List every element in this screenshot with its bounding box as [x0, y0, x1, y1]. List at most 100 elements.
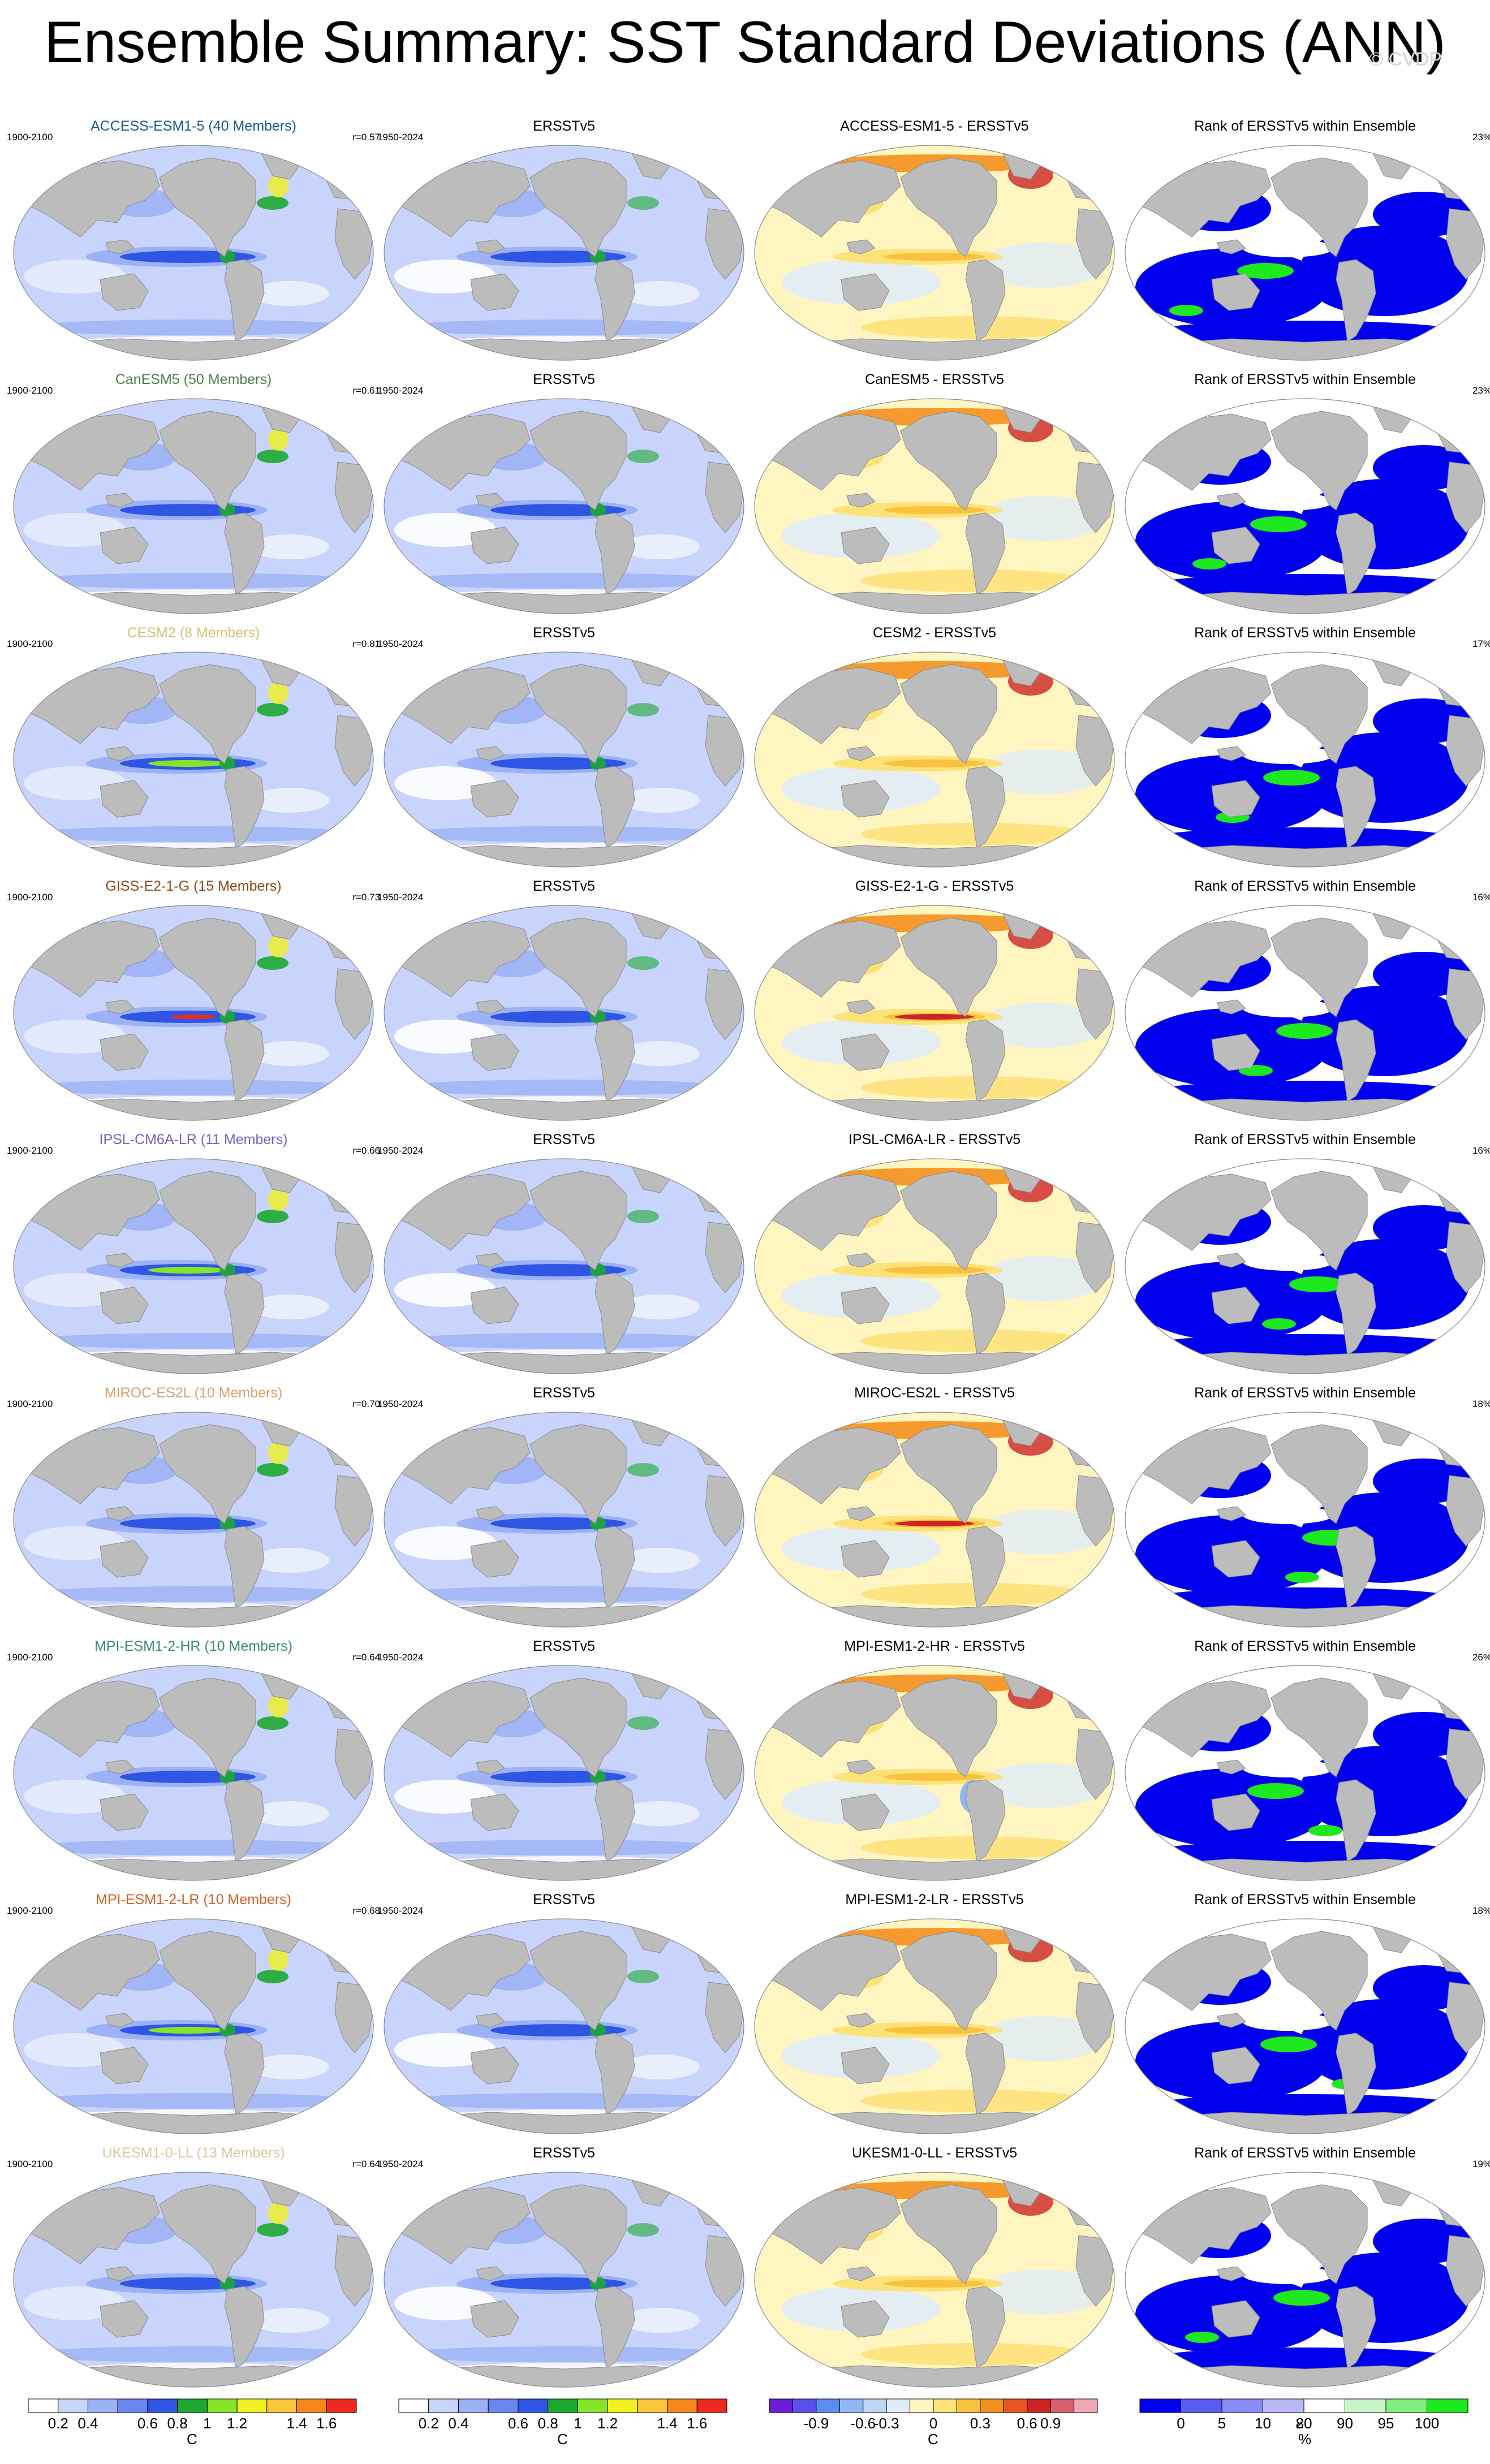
robinson-map	[1118, 1661, 1490, 1885]
robinson-map	[1118, 2168, 1490, 2392]
colorbar-box	[696, 2398, 727, 2413]
panel-title: MIROC-ES2L - ERSSTv5	[854, 1385, 1015, 1401]
pattern-correlation-label: r=0.64	[352, 1652, 380, 1663]
period-label: 1900-2100	[7, 638, 53, 649]
colorbar-tick-label: 0.9	[1040, 2415, 1061, 2432]
period-label: 1950-2024	[377, 132, 424, 143]
map-rank-svg	[1125, 651, 1485, 868]
colorbar-tick-label: 0	[1177, 2415, 1185, 2432]
map-rank-svg	[1125, 1412, 1485, 1628]
map-model-svg	[13, 651, 374, 868]
map-rank-svg	[1125, 1918, 1485, 2134]
map-diff-svg	[754, 1918, 1115, 2134]
rank-percent-label: 26%	[1472, 1652, 1490, 1663]
map-panel-diff: CESM2 - ERSSTv5	[748, 623, 1121, 876]
map-obs-svg	[384, 1412, 744, 1628]
panel-row: MPI-ESM1-2-LR (10 Members) 1900-2100 r=0.6…	[0, 1889, 1490, 2143]
panel-title: Rank of ERSSTv5 within Ensemble	[1194, 878, 1416, 894]
colorbar-box	[1263, 2398, 1304, 2413]
colorbar-box	[28, 2398, 59, 2413]
panel-row: MPI-ESM1-2-HR (10 Members) 1900-2100 r=0.6…	[0, 1636, 1490, 1889]
colorbar: 0.2 0.4 0.6 0.8 1 1.2 1.4 1.6 C	[396, 2398, 735, 2449]
rank-percent-label: 23%	[1472, 132, 1490, 143]
map-panel-obs: ERSSTv5 1950-2024	[377, 1889, 751, 2143]
colorbar-tick-label: 1.2	[597, 2415, 618, 2432]
map-model-svg	[13, 2172, 374, 2388]
panel-title: Rank of ERSSTv5 within Ensemble	[1194, 625, 1416, 641]
panel-title: GISS-E2-1-G - ERSSTv5	[855, 878, 1014, 894]
colorbar-tick-label: 80	[1296, 2415, 1312, 2432]
map-panel-model: ACCESS-ESM1-5 (40 Members) 1900-2100 r=0.5…	[7, 116, 380, 369]
panel-row: MIROC-ES2L (10 Members) 1900-2100 r=0.70 ER…	[0, 1383, 1490, 1636]
map-panel-diff: GISS-E2-1-G - ERSSTv5	[748, 876, 1121, 1129]
panel-title: CanESM5 (50 Members)	[115, 372, 272, 387]
panel-title: Rank of ERSSTv5 within Ensemble	[1194, 118, 1416, 134]
colorbar-tick-label: 1.6	[316, 2415, 337, 2432]
robinson-map	[748, 1408, 1121, 1632]
robinson-map	[377, 901, 751, 1125]
map-obs-svg	[384, 1918, 744, 2134]
panel-title: Rank of ERSSTv5 within Ensemble	[1194, 1132, 1416, 1147]
map-obs-svg	[384, 2172, 744, 2388]
map-panel-model: MPI-ESM1-2-HR (10 Members) 1900-2100 r=0.6…	[7, 1636, 380, 1889]
colorbar-svg: 0.2 0.4 0.6 0.8 1 1.2 1.4 1.6	[398, 2398, 727, 2432]
panel-title: GISS-E2-1-G (15 Members)	[105, 878, 282, 894]
map-panel-rank: Rank of ERSSTv5 within Ensemble 17%	[1118, 623, 1490, 876]
watermark: © CVDP	[1369, 49, 1442, 70]
robinson-map	[748, 901, 1121, 1125]
robinson-map	[7, 1154, 380, 1378]
map-panel-rank: Rank of ERSSTv5 within Ensemble 19%	[1118, 2143, 1490, 2396]
panel-title: CESM2 - ERSSTv5	[872, 625, 997, 641]
panel-row: CanESM5 (50 Members) 1900-2100 r=0.61 ERSST…	[0, 369, 1490, 623]
colorbar-box	[266, 2398, 298, 2413]
colorbar-box	[577, 2398, 608, 2413]
colorbar-tick-label: 100	[1415, 2415, 1439, 2432]
panel-title: ERSSTv5	[533, 1385, 595, 1401]
colorbar-box	[147, 2398, 178, 2413]
panel-title: ERSSTv5	[533, 878, 595, 894]
colorbar-tick-label: 0.6	[137, 2415, 158, 2432]
colorbar-box	[428, 2398, 459, 2413]
robinson-map	[377, 1408, 751, 1632]
pattern-correlation-label: r=0.57	[352, 132, 380, 143]
panel-title: MPI-ESM1-2-LR (10 Members)	[96, 1892, 291, 1908]
panel-title: Rank of ERSSTv5 within Ensemble	[1194, 2145, 1416, 2161]
pattern-correlation-label: r=0.61	[352, 385, 380, 396]
pattern-correlation-label: r=0.70	[352, 1399, 380, 1409]
colorbar-tick-label: 90	[1337, 2415, 1353, 2432]
colorbar-box	[206, 2398, 238, 2413]
colorbar-tick-label: -0.3	[874, 2415, 899, 2432]
colorbar-unit: C	[187, 2431, 197, 2448]
colorbar-box	[863, 2398, 887, 2413]
period-label: 1950-2024	[377, 1145, 424, 1156]
rank-percent-label: 19%	[1472, 2159, 1490, 2169]
colorbar-tick-label: 0.6	[508, 2415, 528, 2432]
map-panel-rank: Rank of ERSSTv5 within Ensemble 16%	[1118, 1129, 1490, 1383]
panel-title: ERSSTv5	[533, 1132, 595, 1147]
colorbar-tick-label: 0.2	[419, 2415, 439, 2432]
rank-percent-label: 23%	[1472, 385, 1490, 396]
map-panel-model: IPSL-CM6A-LR (11 Members) 1900-2100 r=0.66	[7, 1129, 380, 1383]
robinson-map	[748, 141, 1121, 365]
colorbar-box	[326, 2398, 357, 2413]
colorbar-box	[607, 2398, 638, 2413]
colorbar-tick-label: -0.9	[803, 2415, 829, 2432]
robinson-map	[7, 2168, 380, 2392]
map-obs-svg	[384, 1665, 744, 1881]
colorbar-box	[1027, 2398, 1051, 2413]
panel-title: UKESM1-0-LL - ERSSTv5	[851, 2145, 1018, 2161]
colorbar-box	[1003, 2398, 1028, 2413]
colorbar-box	[910, 2398, 934, 2413]
colorbar-tick-label: 1.6	[687, 2415, 707, 2432]
period-label: 1900-2100	[7, 1399, 53, 1409]
map-model-svg	[13, 145, 374, 361]
robinson-map	[748, 1661, 1121, 1885]
colorbar-tick-label: 1.2	[227, 2415, 247, 2432]
colorbar-tick-label: 0.6	[1017, 2415, 1037, 2432]
map-model-svg	[13, 1665, 374, 1881]
period-label: 1950-2024	[377, 2159, 424, 2169]
colorbar-box	[1050, 2398, 1075, 2413]
colorbar-box	[1427, 2398, 1469, 2413]
colorbar-tick-label: 0.2	[48, 2415, 68, 2432]
period-label: 1950-2024	[377, 638, 424, 649]
